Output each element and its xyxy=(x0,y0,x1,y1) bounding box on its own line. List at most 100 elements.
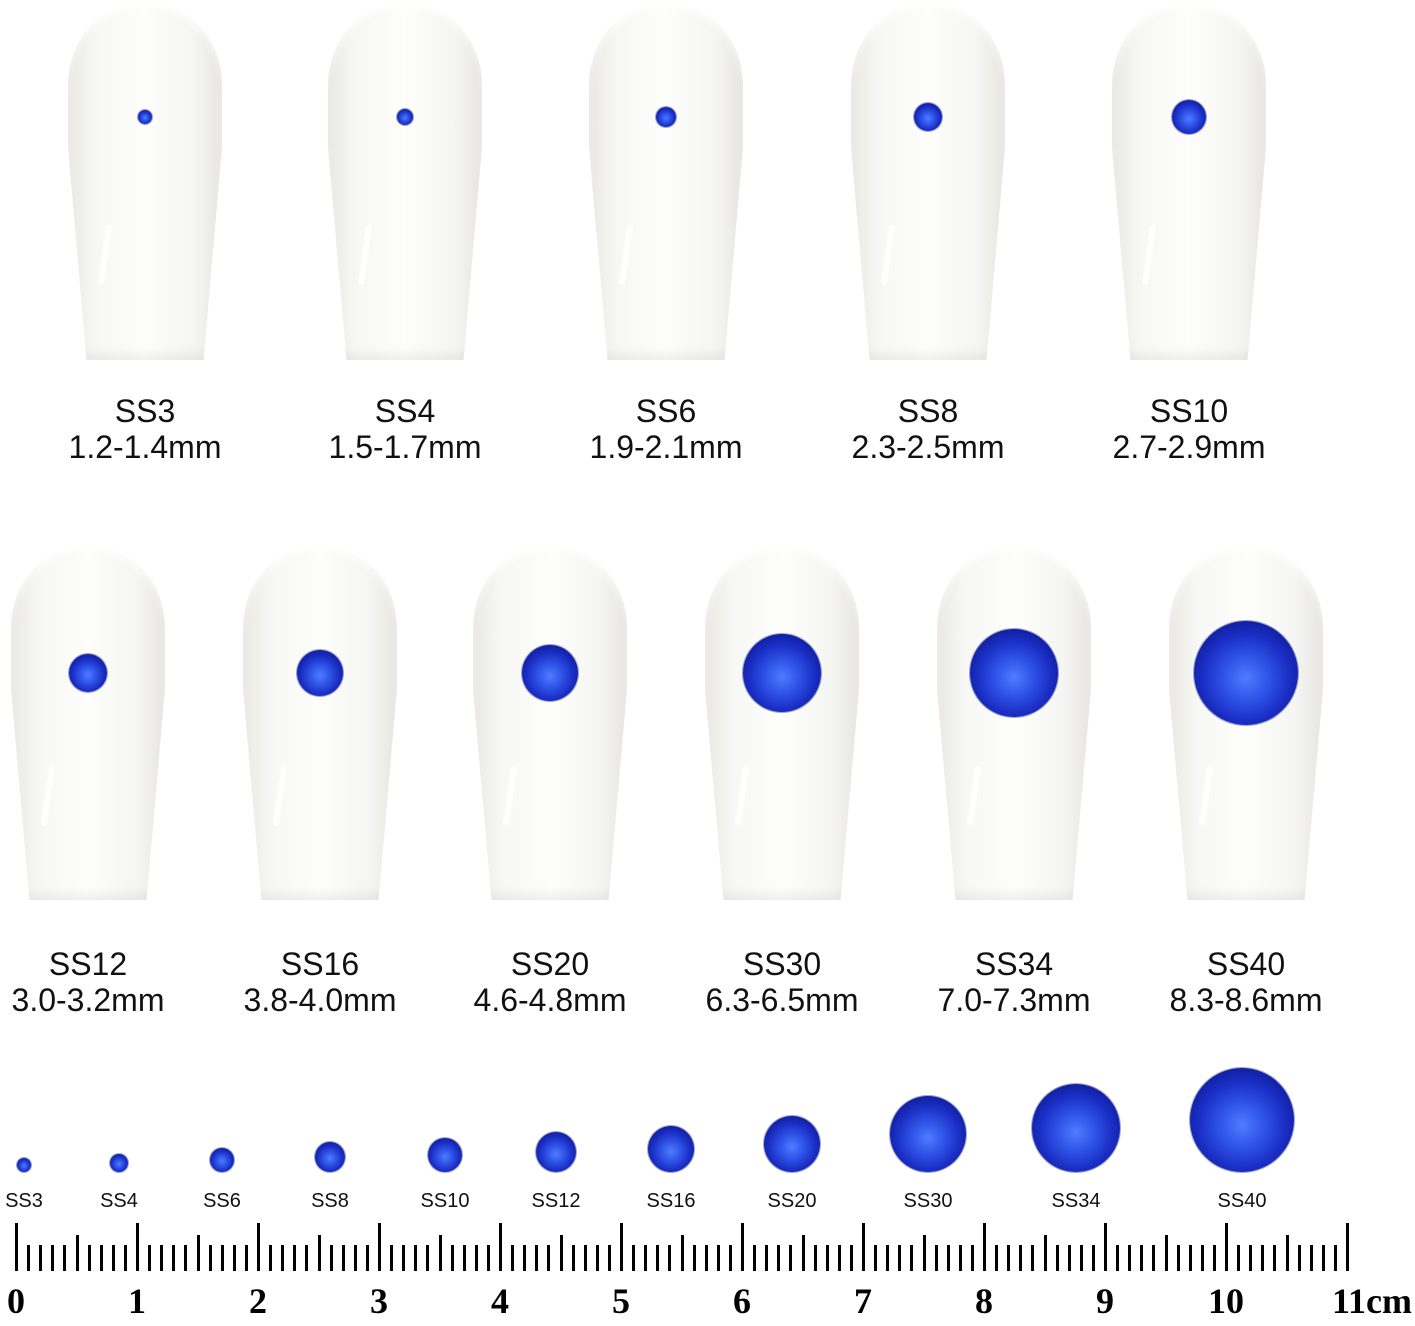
size-label: SS8 2.3-2.5mm xyxy=(852,393,1005,465)
nail xyxy=(1112,5,1266,360)
ruler-mm-tick xyxy=(123,1245,127,1271)
ruler-mm-tick xyxy=(946,1245,950,1271)
ruler-mm-tick xyxy=(523,1245,527,1271)
size-label: SS16 3.8-4.0mm xyxy=(244,946,397,1018)
ruler-half-tick xyxy=(1043,1235,1047,1271)
rhinestone-gem xyxy=(1194,621,1298,725)
lineup-label: SS16 xyxy=(646,1190,696,1212)
size-label: SS30 6.3-6.5mm xyxy=(706,946,859,1018)
rhinestone-gem xyxy=(656,107,676,127)
size-range: 2.3-2.5mm xyxy=(851,429,1005,465)
ruler-cm-tick xyxy=(1104,1223,1107,1271)
ruler-half-tick xyxy=(680,1235,684,1271)
size-code: SS20 xyxy=(510,946,590,982)
ruler-mm-tick xyxy=(1116,1245,1120,1271)
ruler-mm-tick xyxy=(765,1245,769,1271)
ruler-half-tick xyxy=(317,1235,321,1271)
nail-highlight xyxy=(97,224,113,286)
ruler-mm-tick xyxy=(1019,1245,1023,1271)
ruler-mm-tick xyxy=(244,1245,248,1271)
lineup-label: SS3 xyxy=(5,1190,43,1212)
size-label: SS10 2.7-2.9mm xyxy=(1113,393,1266,465)
nail-highlight xyxy=(880,224,896,286)
size-label: SS34 7.0-7.3mm xyxy=(938,946,1091,1018)
size-code: SS40 xyxy=(1206,946,1286,982)
ruler-mm-tick xyxy=(305,1245,309,1271)
ruler-mm-tick xyxy=(87,1245,91,1271)
size-label: SS6 1.9-2.1mm xyxy=(590,393,743,465)
ruler-mm-tick xyxy=(813,1245,817,1271)
ruler-mm-tick xyxy=(208,1245,212,1271)
ruler-mm-tick xyxy=(535,1245,539,1271)
ruler-cm-tick xyxy=(257,1223,260,1271)
ruler-mm-tick xyxy=(970,1245,974,1271)
ruler-mm-tick xyxy=(1309,1245,1313,1271)
ruler-mm-tick xyxy=(511,1245,515,1271)
ruler-mm-tick xyxy=(849,1245,853,1271)
ruler-mm-tick xyxy=(1249,1245,1253,1271)
ruler-mm-tick xyxy=(874,1245,878,1271)
ruler-mm-tick xyxy=(728,1245,732,1271)
ruler-mm-tick xyxy=(426,1245,430,1271)
nail xyxy=(589,5,743,360)
ruler-mm-tick xyxy=(583,1245,587,1271)
ruler-number: 2 xyxy=(249,1281,267,1321)
ruler-number: 5 xyxy=(612,1281,630,1321)
ruler-mm-tick xyxy=(1031,1245,1035,1271)
ruler-mm-tick xyxy=(148,1245,152,1271)
rhinestone-gem xyxy=(138,110,152,124)
ruler-mm-tick xyxy=(837,1245,841,1271)
nail-highlight xyxy=(734,766,750,827)
ruler-mm-tick xyxy=(1176,1245,1180,1271)
size-range: 3.0-3.2mm xyxy=(11,982,165,1018)
nail-highlight xyxy=(1141,224,1157,286)
nail xyxy=(243,548,397,900)
size-label: SS20 4.6-4.8mm xyxy=(474,946,627,1018)
size-label: SS4 1.5-1.7mm xyxy=(329,393,482,465)
ruler-half-tick xyxy=(438,1235,442,1271)
size-label: SS3 1.2-1.4mm xyxy=(69,393,222,465)
ruler-mm-tick xyxy=(1273,1245,1277,1271)
size-code: SS3 xyxy=(114,393,176,429)
size-code: SS8 xyxy=(897,393,959,429)
rhinestone-gem xyxy=(522,645,578,701)
nail-highlight xyxy=(272,766,288,827)
ruler-mm-tick xyxy=(1079,1245,1083,1271)
size-range: 8.3-8.6mm xyxy=(1169,982,1323,1018)
lineup-gem xyxy=(210,1148,234,1172)
ruler-mm-tick xyxy=(1128,1245,1132,1271)
ruler-number: 10 xyxy=(1208,1281,1244,1321)
lineup-label: SS30 xyxy=(903,1190,953,1212)
lineup-gem xyxy=(890,1096,966,1172)
ruler-cm-tick xyxy=(620,1223,623,1271)
nail xyxy=(851,5,1005,360)
ruler-mm-tick xyxy=(232,1245,236,1271)
ruler-mm-tick xyxy=(995,1245,999,1271)
size-range: 6.3-6.5mm xyxy=(705,982,859,1018)
rhinestone-gem xyxy=(970,629,1058,717)
nail xyxy=(473,548,627,900)
size-range: 1.5-1.7mm xyxy=(328,429,482,465)
ruler-mm-tick xyxy=(450,1245,454,1271)
lineup-label: SS12 xyxy=(531,1190,581,1212)
ruler-mm-tick xyxy=(474,1245,478,1271)
lineup-gem xyxy=(764,1116,820,1172)
size-range: 1.9-2.1mm xyxy=(589,429,743,465)
rhinestone-gem xyxy=(297,650,343,696)
ruler-mm-tick xyxy=(825,1245,829,1271)
ruler-mm-tick xyxy=(1212,1245,1216,1271)
nail xyxy=(937,548,1091,900)
ruler-half-tick xyxy=(922,1235,926,1271)
ruler-mm-tick xyxy=(462,1245,466,1271)
lineup-gem xyxy=(315,1142,345,1172)
ruler-mm-tick xyxy=(220,1245,224,1271)
ruler-mm-tick xyxy=(63,1245,67,1271)
ruler-mm-tick xyxy=(160,1245,164,1271)
lineup-label: SS6 xyxy=(203,1190,241,1212)
size-range: 4.6-4.8mm xyxy=(473,982,627,1018)
ruler-mm-tick xyxy=(172,1245,176,1271)
ruler-cm-tick xyxy=(741,1223,744,1271)
ruler-mm-tick xyxy=(1321,1245,1325,1271)
ruler-mm-tick xyxy=(595,1245,599,1271)
